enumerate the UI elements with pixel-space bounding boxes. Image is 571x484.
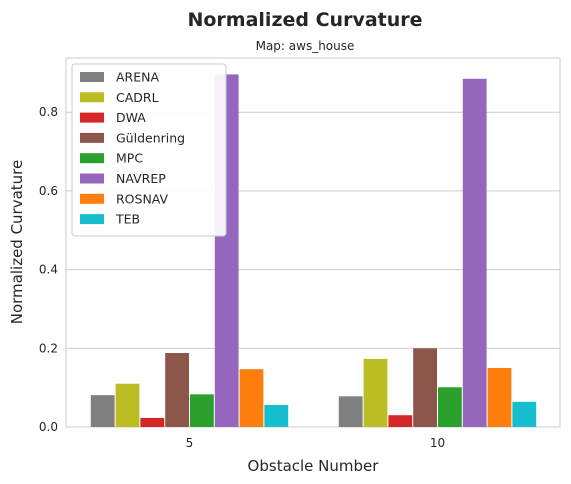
bar-güldenring-10 (413, 348, 437, 427)
bar-dwa-5 (140, 417, 165, 427)
bar-cadrl-10 (363, 358, 388, 427)
x-axis-label: Obstacle Number (248, 457, 380, 475)
y-tick-label: 0.2 (39, 341, 58, 355)
legend-swatch-navrep (80, 173, 104, 184)
y-tick-labels: 0.0 0.2 0.4 0.6 0.8 (39, 105, 58, 434)
bar-rosnav-10 (487, 367, 512, 427)
legend-swatch-güldenring (80, 132, 104, 143)
bar-navrep-10 (462, 78, 487, 427)
y-tick-label: 0.8 (39, 105, 58, 119)
bar-mpc-5 (190, 394, 214, 427)
bar-teb-5 (264, 404, 289, 427)
bar-arena-10 (338, 396, 363, 427)
legend-label: NAVREP (116, 171, 166, 186)
y-tick-label: 0.4 (39, 263, 58, 277)
bar-teb-10 (512, 401, 537, 427)
legend-label: MPC (116, 151, 143, 166)
legend-box (71, 63, 227, 237)
legend-swatch-teb (80, 214, 104, 225)
legend-label: ARENA (116, 70, 159, 85)
legend-label: CADRL (116, 90, 159, 105)
x-tick-label: 10 (430, 436, 445, 450)
bar-cadrl-5 (115, 383, 140, 427)
x-tick-labels: 5 10 (186, 436, 445, 450)
legend-swatch-mpc (80, 153, 104, 164)
legend-label: TEB (115, 212, 140, 227)
bar-güldenring-5 (165, 353, 189, 427)
legend-swatch-dwa (80, 112, 104, 123)
chart-subtitle: Map: aws_house (256, 39, 355, 53)
legend-label: DWA (116, 110, 146, 125)
legend-swatch-arena (80, 72, 104, 82)
x-tick-label: 5 (186, 436, 194, 450)
bar-rosnav-5 (239, 369, 264, 427)
bar-dwa-10 (388, 415, 413, 427)
legend-swatch-cadrl (80, 92, 104, 103)
legend-label: ROSNAV (116, 191, 169, 206)
legend: ARENA CADRL DWA Güldenring MPC NAVREP ROSNAV TE… (71, 63, 227, 237)
y-tick-label: 0.6 (39, 184, 58, 198)
y-tick-label: 0.0 (39, 420, 58, 434)
bar-mpc-10 (438, 387, 462, 427)
legend-swatch-rosnav (80, 193, 104, 204)
y-axis-label: Normalized Curvature (8, 160, 26, 325)
chart-title: Normalized Curvature (187, 9, 422, 31)
legend-label: Güldenring (116, 130, 185, 145)
bar-arena-5 (90, 395, 115, 427)
